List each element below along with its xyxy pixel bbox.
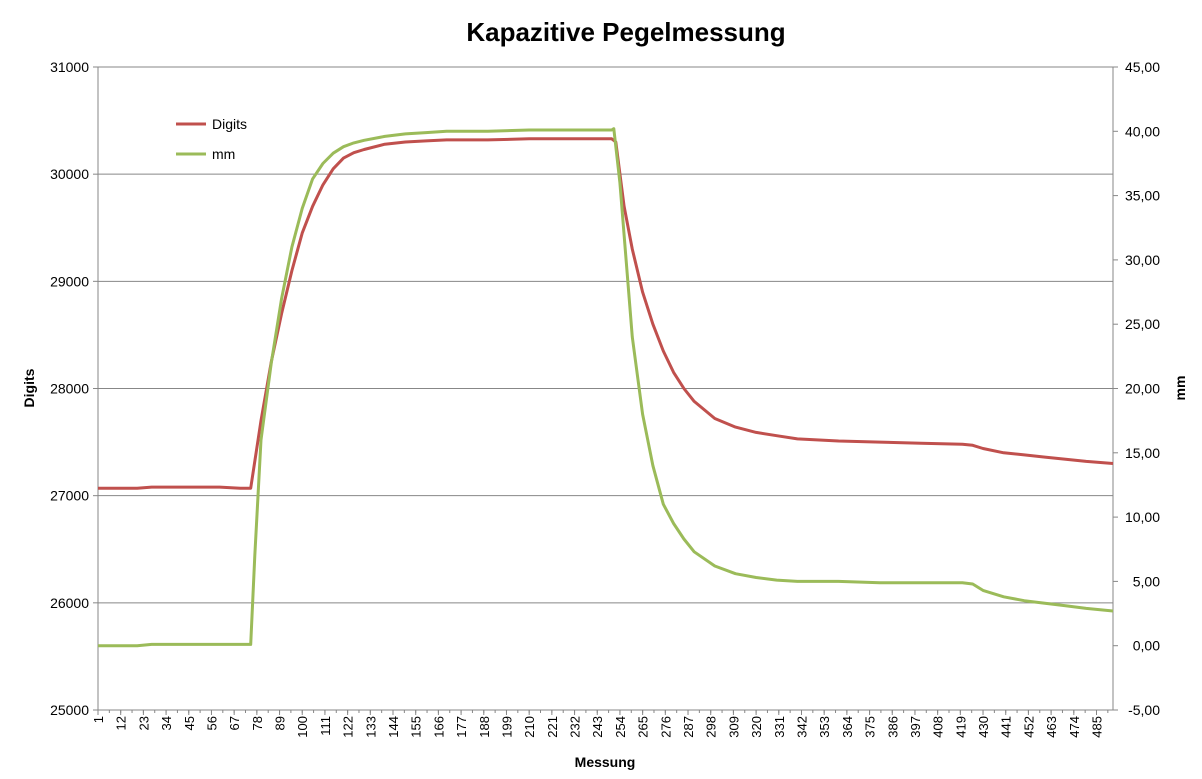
x-tick-label: 298	[704, 716, 719, 738]
x-tick-label: 287	[681, 716, 696, 738]
y-right-axis-label: mm	[1172, 376, 1188, 401]
y-right-tick-label: 0,00	[1133, 638, 1160, 654]
y-left-tick-label: 26000	[50, 595, 89, 611]
x-tick-label: 342	[794, 716, 809, 738]
x-tick-label: 221	[545, 716, 560, 738]
x-tick-label: 364	[840, 716, 855, 738]
x-tick-label: 100	[295, 716, 310, 738]
x-tick-label: 1	[91, 716, 106, 723]
x-tick-label: 78	[250, 716, 265, 730]
x-ticks: 1 12 23 34 45 56 67 78 89 100 111 122 133 144 155 166 17…	[91, 710, 1109, 738]
x-tick-label: 210	[522, 716, 537, 738]
x-tick-label: 265	[636, 716, 651, 738]
y-left-ticks: 25000 26000 27000 28000 29000 30000 31000	[50, 59, 98, 718]
chart-title: Kapazitive Pegelmessung	[466, 17, 785, 47]
x-tick-label: 397	[908, 716, 923, 738]
x-tick-label: 375	[863, 716, 878, 738]
x-tick-label: 122	[341, 716, 356, 738]
x-tick-label: 67	[227, 716, 242, 730]
x-tick-label: 34	[159, 716, 174, 730]
y-right-ticks: -5,00 0,00 5,00 10,00 15,00 20,00 25,00 30,00 35…	[1113, 59, 1160, 718]
x-tick-label: 45	[182, 716, 197, 730]
x-tick-label: 463	[1044, 716, 1059, 738]
y-right-tick-label: 15,00	[1125, 445, 1160, 461]
y-right-tick-label: 40,00	[1125, 123, 1160, 139]
y-right-tick-label: 5,00	[1133, 573, 1160, 589]
x-tick-label: 485	[1089, 716, 1104, 738]
x-tick-label: 309	[726, 716, 741, 738]
x-axis-label: Messung	[575, 754, 636, 770]
y-right-tick-label: 45,00	[1125, 59, 1160, 75]
y-left-tick-label: 25000	[50, 702, 89, 718]
x-tick-label: 188	[477, 716, 492, 738]
legend: Digits mm	[176, 116, 247, 162]
y-left-tick-label: 29000	[50, 273, 89, 289]
y-left-tick-label: 30000	[50, 166, 89, 182]
x-tick-label: 452	[1021, 716, 1036, 738]
x-tick-label: 408	[931, 716, 946, 738]
x-tick-label: 177	[454, 716, 469, 738]
y-right-tick-label: 25,00	[1125, 316, 1160, 332]
x-tick-label: 111	[318, 716, 333, 736]
x-tick-label: 243	[590, 716, 605, 738]
x-tick-label: 155	[409, 716, 424, 738]
y-right-tick-label: 35,00	[1125, 188, 1160, 204]
x-tick-label: 276	[658, 716, 673, 738]
y-right-tick-label: 30,00	[1125, 252, 1160, 268]
x-tick-label: 419	[953, 716, 968, 738]
legend-label-digits: Digits	[212, 116, 247, 132]
series-lines	[98, 127, 1114, 648]
y-left-tick-label: 27000	[50, 488, 89, 504]
x-tick-label: 232	[568, 716, 583, 738]
y-right-tick-label: -5,00	[1128, 702, 1160, 718]
x-tick-label: 56	[204, 716, 219, 730]
x-tick-label: 254	[613, 716, 628, 738]
y-left-tick-label: 31000	[50, 59, 89, 75]
x-tick-label: 430	[976, 716, 991, 738]
x-tick-label: 474	[1067, 716, 1082, 738]
x-tick-label: 23	[136, 716, 151, 730]
x-tick-label: 89	[273, 716, 288, 730]
x-tick-label: 353	[817, 716, 832, 738]
x-tick-label: 133	[363, 716, 378, 738]
x-tick-label: 331	[772, 716, 787, 738]
x-tick-label: 199	[499, 716, 514, 738]
x-tick-label: 441	[999, 716, 1014, 738]
series-line-mm	[98, 127, 1114, 648]
x-tick-label: 386	[885, 716, 900, 738]
y-left-axis-label: Digits	[21, 368, 37, 407]
y-left-tick-label: 28000	[50, 381, 89, 397]
y-right-tick-label: 10,00	[1125, 509, 1160, 525]
x-tick-label: 144	[386, 716, 401, 738]
x-tick-label: 12	[114, 716, 129, 730]
y-right-tick-label: 20,00	[1125, 381, 1160, 397]
legend-label-mm: mm	[212, 146, 235, 162]
x-tick-label: 166	[431, 716, 446, 738]
x-tick-label: 320	[749, 716, 764, 738]
